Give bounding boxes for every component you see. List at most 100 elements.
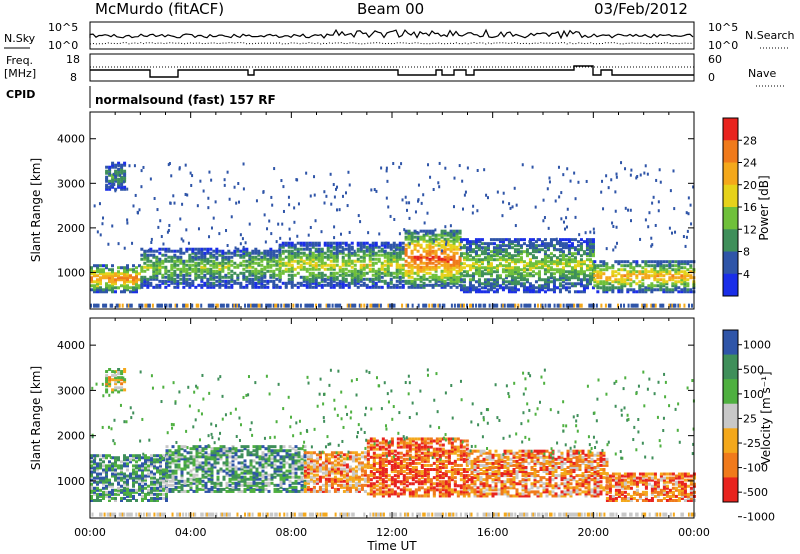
power-cell [176, 281, 180, 285]
velocity-cell [252, 471, 256, 475]
power-cell [540, 286, 544, 290]
power-cell [555, 286, 559, 290]
power-cell [257, 269, 261, 273]
power-cell [156, 303, 159, 308]
power-cell [359, 267, 363, 271]
power-cell [665, 264, 669, 268]
power-cell [152, 263, 156, 267]
power-cell [293, 251, 297, 255]
velocity-cell [159, 456, 162, 460]
power-cell [230, 279, 234, 283]
velocity-cell [237, 489, 241, 493]
power-cell [374, 269, 378, 273]
power-cell [462, 266, 466, 270]
power-cell [147, 303, 150, 308]
power-cell [341, 277, 345, 281]
power-cell [605, 282, 609, 286]
colorbar-swatch [723, 184, 738, 208]
power-cell [446, 243, 450, 247]
power-cell [380, 265, 384, 269]
power-cell [434, 267, 438, 271]
power-cell [513, 244, 517, 248]
power-cell [555, 270, 559, 274]
power-cell [350, 277, 354, 281]
velocity-cell [225, 485, 229, 489]
power-cell [579, 260, 583, 264]
velocity-cell [207, 455, 211, 459]
power-cell [155, 265, 159, 269]
power-cell [549, 276, 553, 280]
power-cell [425, 271, 429, 275]
power-cell [614, 260, 618, 264]
power-cell [428, 251, 432, 255]
power-cell [443, 247, 447, 251]
velocity-cell [330, 477, 334, 481]
power-cell [260, 251, 264, 255]
power-cell [317, 243, 321, 247]
power-cell [244, 241, 247, 245]
power-cell [237, 303, 240, 308]
power-cell [434, 279, 438, 283]
velocity-cell [249, 461, 253, 465]
power-cell [465, 249, 468, 253]
power-cell [251, 277, 255, 281]
power-cell [239, 271, 243, 275]
power-cell [170, 249, 174, 253]
power-cell [111, 163, 115, 167]
velocity-cell [105, 454, 108, 458]
power-cell [335, 187, 338, 191]
power-cell [611, 272, 615, 276]
power-cell [356, 277, 360, 281]
velocity-cell [93, 468, 96, 472]
power-cell [428, 249, 432, 253]
power-cell [510, 258, 514, 262]
velocity-cell [123, 496, 126, 500]
velocity-cell [294, 455, 298, 459]
velocity-cell [342, 489, 346, 493]
power-cell [386, 251, 390, 255]
power-cell [272, 275, 276, 279]
velocity-cell [228, 447, 232, 451]
velocity-cell [297, 459, 301, 463]
velocity-cell [360, 461, 364, 465]
power-cell [132, 204, 135, 208]
power-cell [317, 257, 321, 261]
power-cell [374, 285, 378, 289]
velocity-cell [144, 462, 147, 466]
power-cell [105, 169, 109, 173]
velocity-cell [276, 473, 280, 477]
power-cell [689, 264, 693, 268]
velocity-cell [183, 459, 187, 463]
power-cell [471, 262, 475, 266]
velocity-cell [279, 481, 283, 485]
power-cell [179, 267, 183, 271]
velocity-cell [114, 496, 117, 500]
velocity-cell [288, 475, 292, 479]
power-cell [332, 273, 336, 277]
velocity-cell [93, 460, 96, 464]
power-cell [197, 263, 201, 267]
ytick-label: 1000 [57, 266, 85, 279]
velocity-cell [177, 449, 181, 453]
power-cell [549, 260, 553, 264]
velocity-cell [267, 445, 271, 449]
power-cell [212, 216, 215, 220]
power-cell [674, 280, 678, 284]
power-cell [508, 202, 511, 206]
velocity-cell [171, 483, 175, 487]
power-cell [585, 266, 589, 270]
power-cell [486, 288, 490, 292]
power-cell [680, 276, 684, 280]
power-cell [431, 265, 435, 269]
power-cell [459, 286, 463, 290]
power-cell [293, 283, 297, 287]
power-cell [395, 263, 399, 267]
velocity-cell [303, 481, 307, 485]
power-cell [356, 249, 360, 253]
velocity-cell [333, 489, 337, 493]
power-cell [147, 248, 150, 252]
velocity-cell [273, 475, 277, 479]
power-cell [96, 303, 99, 308]
power-cell [203, 275, 207, 279]
velocity-cell [306, 461, 310, 465]
